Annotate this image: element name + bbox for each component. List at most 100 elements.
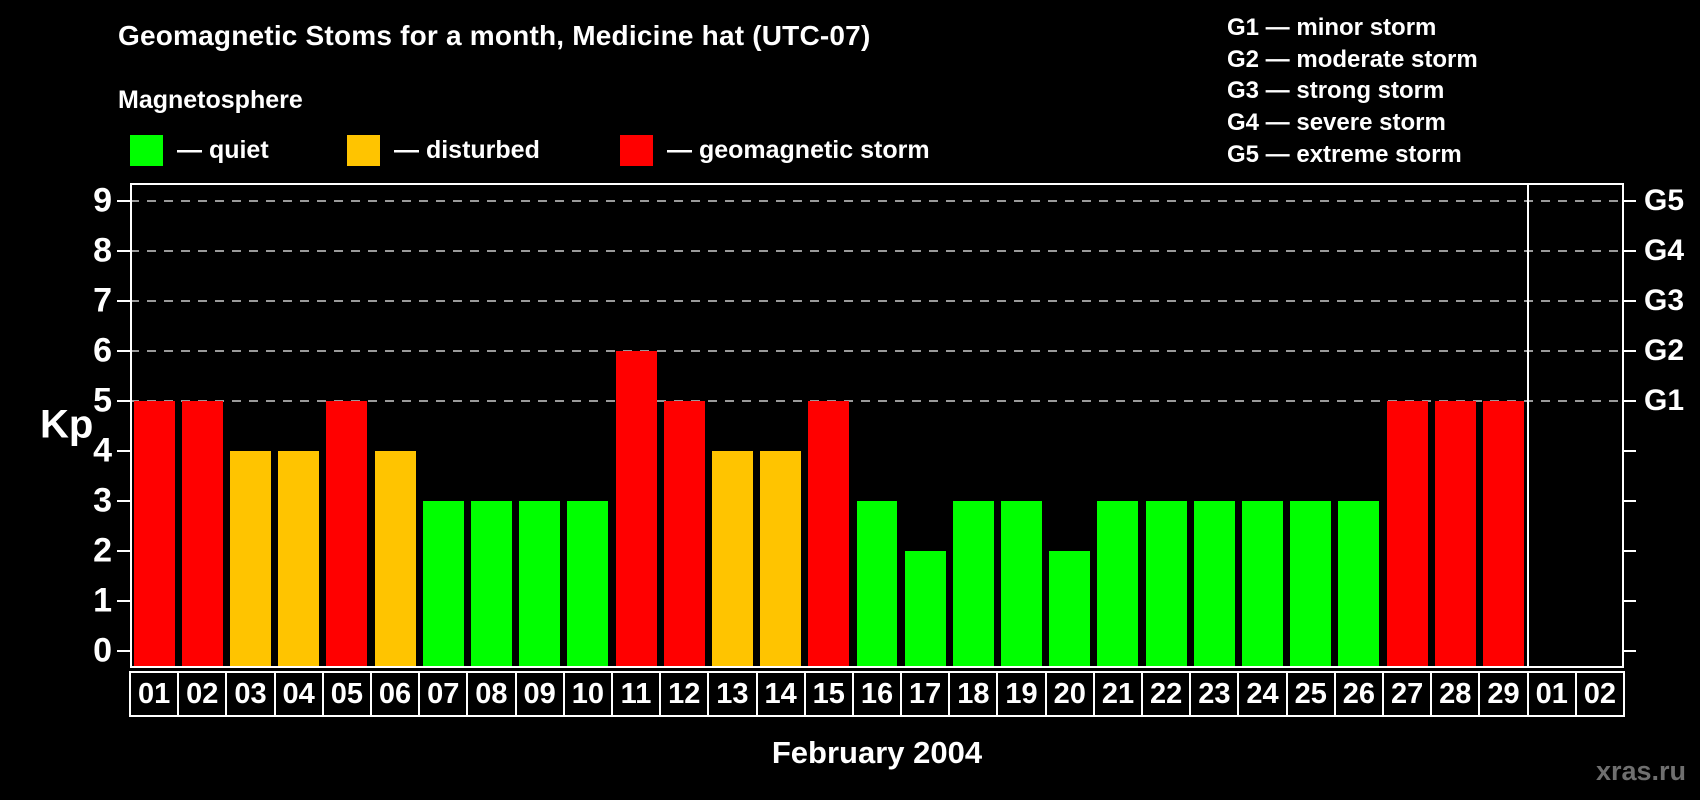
bar-day-27: [1386, 400, 1428, 668]
bar-day-29: [1483, 400, 1524, 668]
right-axis-label-G3: G3: [1644, 283, 1685, 317]
right-axis-tick: [1624, 249, 1636, 252]
day-label-box: 10: [562, 671, 613, 717]
g-legend-line: G1 — minor storm: [1227, 14, 1437, 41]
right-axis-tick: [1624, 499, 1636, 502]
y-tick-label: 4: [93, 431, 112, 469]
right-axis-label-G5: G5: [1644, 183, 1685, 217]
gridline-kp-7: [130, 299, 1624, 302]
day-label-box: 01: [1526, 671, 1577, 717]
y-tick-label: 1: [93, 581, 112, 619]
bar-day-05: [326, 400, 368, 668]
y-tick-label: 3: [93, 481, 112, 519]
y-axis-tick: [117, 199, 130, 202]
day-label-box: 23: [1189, 671, 1240, 717]
y-axis-tick: [117, 449, 130, 452]
watermark: xras.ru: [1595, 756, 1686, 786]
g-legend-line: G3 — strong storm: [1227, 77, 1445, 105]
y-tick-label: 5: [93, 381, 112, 419]
gridline-kp-6: [130, 349, 1624, 352]
day-label-box: 27: [1382, 671, 1433, 717]
day-label-box: 02: [177, 671, 228, 717]
y-tick-label: 6: [93, 331, 112, 369]
bar-day-11: [615, 350, 657, 668]
bar-day-24: [1242, 500, 1284, 668]
day-label-box: 18: [948, 671, 999, 717]
bar-day-14: [760, 450, 802, 668]
right-axis-tick: [1624, 349, 1636, 352]
day-label-box: 16: [851, 671, 903, 717]
day-label-box: 03: [225, 671, 276, 717]
bar-day-07: [422, 500, 464, 668]
bar-day-02: [181, 400, 223, 668]
bar-day-28: [1434, 400, 1476, 668]
day-label-box: 29: [1478, 671, 1529, 717]
y-axis-tick: [117, 499, 130, 502]
legend-item-label: — geomagnetic storm: [667, 135, 930, 164]
y-tick-label: 2: [93, 531, 112, 569]
plot-area: [117, 183, 1636, 668]
bar-day-22: [1145, 500, 1187, 668]
bar-day-04: [278, 450, 320, 668]
bar-day-17: [904, 550, 946, 668]
y-tick-label: 7: [93, 281, 112, 319]
right-axis-label-G2: G2: [1644, 333, 1685, 367]
disturbed-color-swatch: [347, 134, 380, 166]
y-axis-tick: [117, 549, 130, 552]
y-tick-label: 8: [93, 231, 112, 269]
bar-day-09: [519, 500, 561, 668]
y-tick-label: 9: [93, 181, 112, 219]
day-label-box: 13: [707, 671, 758, 717]
bar-day-01: [133, 400, 175, 668]
day-label-box: 19: [996, 671, 1047, 717]
plot-border-left: [130, 183, 132, 668]
right-axis-tick: [1624, 399, 1636, 402]
storm-color-swatch: [620, 134, 653, 166]
plot-border-right: [1622, 183, 1624, 668]
bar-day-25: [1290, 500, 1332, 668]
right-axis-tick: [1624, 649, 1636, 652]
day-label-box: 22: [1141, 671, 1192, 717]
bar-day-06: [374, 450, 416, 668]
legend-title: Magnetosphere: [118, 86, 303, 114]
plot-border-bottom: [130, 666, 1624, 668]
day-label-box: 25: [1285, 671, 1336, 717]
day-label-box: 08: [466, 671, 517, 717]
g-scale-legend: G1 — minor storm G2 — moderate storm G3 …: [1227, 12, 1478, 171]
bar-day-18: [952, 500, 994, 668]
bar-day-08: [470, 500, 512, 668]
bar-day-03: [229, 450, 271, 668]
g-legend-line: G2 — moderate storm: [1227, 45, 1478, 73]
y-tick-label: 0: [93, 631, 112, 669]
chart-title: Geomagnetic Stoms for a month, Medicine …: [118, 20, 871, 51]
right-axis-tick: [1624, 299, 1636, 302]
day-label-box: 01: [129, 671, 180, 717]
bar-day-12: [663, 400, 705, 668]
legend-item-quiet: — quiet: [130, 133, 269, 167]
y-axis-tick: [117, 649, 130, 652]
right-axis-tick: [1624, 549, 1636, 552]
right-axis-tick: [1624, 199, 1636, 202]
day-label-box: 11: [610, 671, 662, 717]
y-axis-tick: [117, 299, 130, 302]
gridline-kp-9: [130, 199, 1624, 202]
gridline-kp-5: [130, 399, 1624, 402]
day-label-box: 04: [273, 671, 324, 717]
plot-border-top: [130, 183, 1624, 185]
day-label-box: 06: [369, 671, 421, 717]
bar-day-23: [1193, 500, 1235, 668]
legend-item-storm: — geomagnetic storm: [620, 133, 930, 167]
day-label-box: 28: [1430, 671, 1481, 717]
g-legend-line: G4 — severe storm: [1227, 109, 1446, 137]
y-axis-tick: [117, 249, 130, 252]
gridline-kp-8: [130, 249, 1624, 252]
bar-day-26: [1338, 500, 1380, 668]
day-label-box: 26: [1333, 671, 1385, 717]
y-axis-tick: [117, 399, 130, 402]
day-label-box: 24: [1237, 671, 1288, 717]
right-axis-tick: [1624, 599, 1636, 602]
x-axis-day-labels: 01 02 03 04 05 06 07 08 09 10 11 12 13 14 15 16 17 18 19 20…: [129, 671, 1625, 717]
right-axis-label-G4: G4: [1644, 233, 1685, 267]
day-label-box: 12: [659, 671, 710, 717]
